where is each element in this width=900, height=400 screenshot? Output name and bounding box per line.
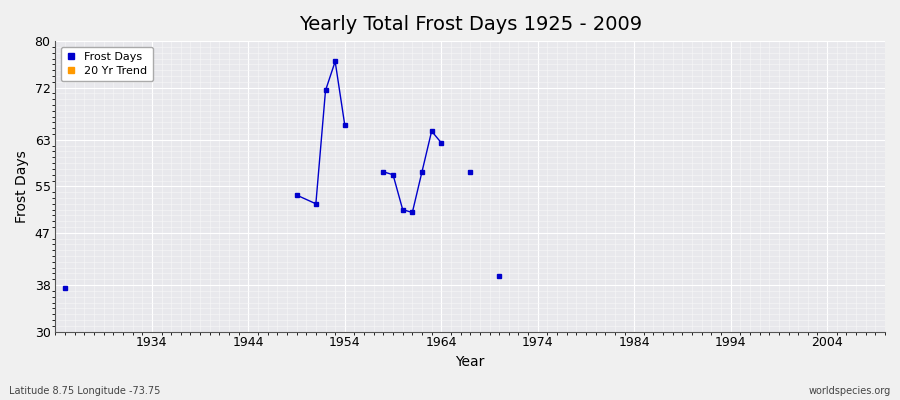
Y-axis label: Frost Days: Frost Days [15,150,29,223]
Legend: Frost Days, 20 Yr Trend: Frost Days, 20 Yr Trend [61,47,153,81]
Text: Latitude 8.75 Longitude -73.75: Latitude 8.75 Longitude -73.75 [9,386,160,396]
Text: worldspecies.org: worldspecies.org [809,386,891,396]
X-axis label: Year: Year [455,355,485,369]
Title: Yearly Total Frost Days 1925 - 2009: Yearly Total Frost Days 1925 - 2009 [299,15,642,34]
